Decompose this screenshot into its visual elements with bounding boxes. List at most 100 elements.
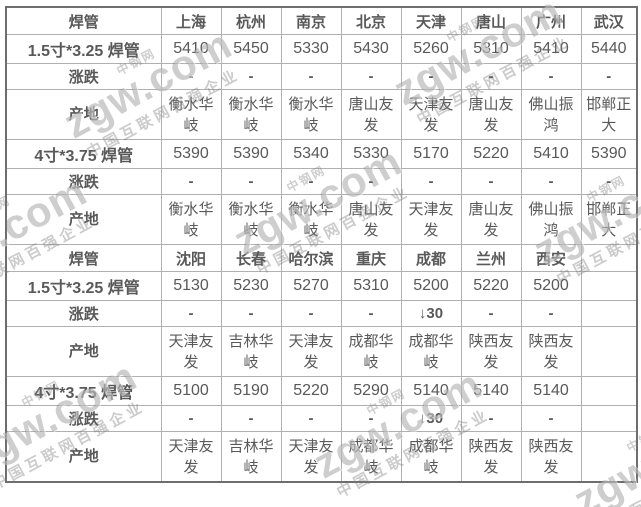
price-row: 1.5寸*3.25 焊管 5130 5230 5270 5310 5200 5220 5200 [5,271,638,301]
welded-pipe-price-table: 焊管 上海 杭州 南京 北京 天津 唐山 广州 武汉 1.5寸*3.25 焊管 5410 5450 53… [5,6,638,483]
price-cell: 5410 [520,139,582,169]
product-name-cell: 焊管 [5,244,162,272]
price-cell: 5310 [340,271,402,301]
city-header-cell: 武汉 [580,6,638,35]
origin-cell: 天津友发 [160,431,222,483]
change-cell: - [460,63,522,90]
origin-cell: 衡水华岐 [160,194,222,245]
change-cell: - [400,63,462,90]
origin-cell: 陕西友发 [520,326,582,377]
change-cell: - [580,168,638,195]
price-cell: 5220 [460,271,522,301]
price-cell: 5390 [160,139,222,169]
change-cell: - [220,168,282,195]
price-cell: 5410 [160,34,222,64]
origin-cell: 天津友发 [400,194,462,245]
price-cell: 5440 [580,34,638,64]
row-label-cell: 产地 [5,194,162,245]
city-header-cell: 沈阳 [160,244,222,272]
origin-cell: 天津友发 [160,326,222,377]
price-cell: 5200 [400,271,462,301]
price-cell [580,271,638,301]
price-cell: 5330 [340,139,402,169]
price-cell: 5290 [340,376,402,406]
section-header-row: 焊管 上海 杭州 南京 北京 天津 唐山 广州 武汉 [5,6,638,35]
price-cell: 5170 [400,139,462,169]
origin-cell: 天津友发 [280,431,342,483]
city-header-cell: 兰州 [460,244,522,272]
origin-cell: 衡水华岐 [220,194,282,245]
price-table-body: 焊管 上海 杭州 南京 北京 天津 唐山 广州 武汉 1.5寸*3.25 焊管 5410 5450 53… [5,6,638,483]
city-header-cell: 北京 [340,6,402,35]
change-cell: - [280,405,342,432]
origin-cell: 吉林华岐 [220,326,282,377]
origin-cell: 天津友发 [400,89,462,140]
change-cell: - [460,168,522,195]
origin-cell: 衡水华岐 [220,89,282,140]
change-cell [580,405,638,432]
city-header-cell: 南京 [280,6,342,35]
origin-cell: 陕西友发 [520,431,582,483]
change-cell: - [340,168,402,195]
change-cell: - [520,300,582,327]
origin-cell: 唐山友发 [340,89,402,140]
origin-cell [580,326,638,377]
price-cell: 5230 [220,271,282,301]
price-cell: 5270 [280,271,342,301]
city-header-cell: 杭州 [220,6,282,35]
origin-cell: 成都华岐 [400,431,462,483]
row-label-cell: 4寸*3.75 焊管 [5,376,162,406]
change-cell: - [280,63,342,90]
price-cell [580,376,638,406]
origin-row: 产地 衡水华岐 衡水华岐 衡水华岐 唐山友发 天津友发 唐山友发 佛山振鸿 邯郸正大 [5,89,638,140]
change-cell: - [580,63,638,90]
city-header-cell: 广州 [520,6,582,35]
origin-cell: 唐山友发 [460,194,522,245]
row-label-cell: 4寸*3.75 焊管 [5,139,162,169]
change-cell: - [160,300,222,327]
price-cell: 5410 [520,34,582,64]
city-header-cell: 西安 [520,244,582,272]
origin-row: 产地 天津友发 吉林华岐 天津友发 成都华岐 成都华岐 陕西友发 陕西友发 [5,326,638,377]
change-cell: - [340,63,402,90]
change-row: 涨跌 - - - - - - - - [5,168,638,195]
city-header-cell: 长春 [220,244,282,272]
row-label-cell: 1.5寸*3.25 焊管 [5,34,162,64]
price-cell: 5450 [220,34,282,64]
city-header-cell: 天津 [400,6,462,35]
row-label-cell: 产地 [5,326,162,377]
city-header-cell: 重庆 [340,244,402,272]
price-cell: 5220 [460,139,522,169]
change-cell: - [160,405,222,432]
product-name-cell: 焊管 [5,6,162,35]
price-cell: 5220 [280,376,342,406]
price-cell: 5260 [400,34,462,64]
change-cell: - [400,168,462,195]
change-row: 涨跌 - - - - ↓30- - [5,300,638,327]
change-cell: - [220,405,282,432]
row-label-cell: 涨跌 [5,168,162,195]
origin-cell: 唐山友发 [460,89,522,140]
price-cell: 5140 [520,376,582,406]
price-cell: 5200 [520,271,582,301]
change-cell: - [520,63,582,90]
origin-cell: 成都华岐 [400,326,462,377]
change-cell: - [520,168,582,195]
row-label-cell: 产地 [5,431,162,483]
row-label-cell: 产地 [5,89,162,140]
change-cell: - [160,168,222,195]
city-header-cell: 哈尔滨 [280,244,342,272]
city-header-cell [580,244,638,272]
price-cell: 5140 [460,376,522,406]
origin-cell: 邯郸正大 [580,194,638,245]
change-cell: - [220,63,282,90]
price-row: 1.5寸*3.25 焊管 5410 5450 5330 5430 5260 5310 5410… [5,34,638,64]
origin-cell: 陕西友发 [460,326,522,377]
change-cell: - [520,405,582,432]
change-cell: - [220,300,282,327]
origin-cell: 唐山友发 [340,194,402,245]
change-cell: ↓30 [400,300,462,327]
origin-cell: 衡水华岐 [280,194,342,245]
change-row: 涨跌 - - - - - - - - [5,63,638,90]
